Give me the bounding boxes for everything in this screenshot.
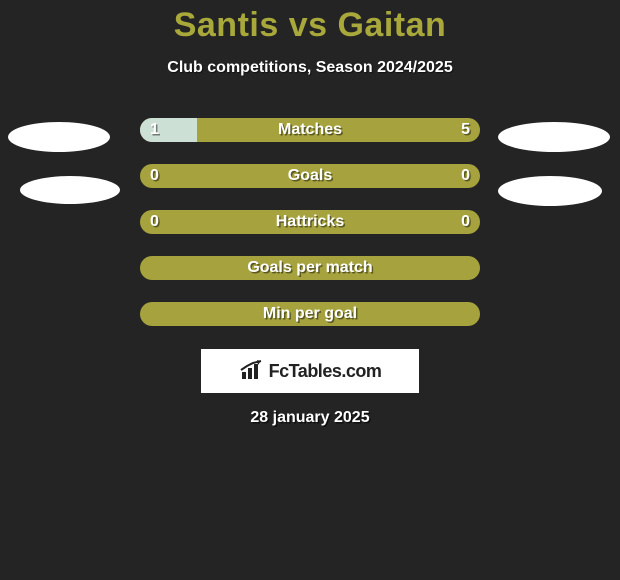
stat-bar-track: [140, 164, 480, 188]
stat-value-right: 0: [461, 167, 470, 185]
avatar-placeholder: [8, 122, 110, 152]
brand-chart-icon: [239, 360, 265, 382]
page-title: Santis vs Gaitan: [0, 6, 620, 45]
page-subtitle: Club competitions, Season 2024/2025: [0, 59, 620, 77]
avatar-placeholder: [20, 176, 120, 204]
stat-bar-track: [140, 302, 480, 326]
brand-inner: FcTables.com: [239, 360, 382, 382]
stat-bar-track: [140, 118, 480, 142]
stat-row: Goals per match: [0, 245, 620, 291]
brand-badge: FcTables.com: [201, 349, 419, 393]
stat-value-left: 0: [150, 213, 159, 231]
stat-bar-track: [140, 210, 480, 234]
stat-value-right: 5: [461, 121, 470, 139]
stat-bar-track: [140, 256, 480, 280]
stat-value-left: 1: [150, 121, 159, 139]
stat-value-left: 0: [150, 167, 159, 185]
stat-bar-left-fill: [140, 118, 197, 142]
stat-value-right: 0: [461, 213, 470, 231]
avatar-placeholder: [498, 176, 602, 206]
stat-row: Min per goal: [0, 291, 620, 337]
brand-text: FcTables.com: [269, 361, 382, 382]
stat-row: Hattricks00: [0, 199, 620, 245]
snapshot-date: 28 january 2025: [0, 409, 620, 427]
avatar-placeholder: [498, 122, 610, 152]
comparison-card: Santis vs Gaitan Club competitions, Seas…: [0, 0, 620, 580]
